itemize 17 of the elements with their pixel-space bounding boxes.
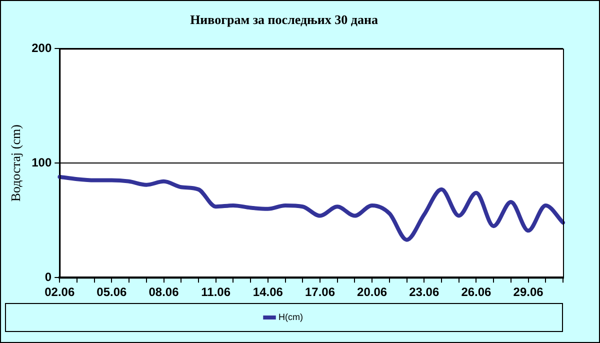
x-tick-label: 23.06 bbox=[409, 285, 440, 300]
legend-label: H(cm) bbox=[278, 312, 304, 322]
y-tick-label: 0 bbox=[44, 270, 52, 284]
line-series bbox=[58, 174, 565, 242]
x-tick-label: 20.06 bbox=[357, 285, 388, 300]
x-tick-label: 08.06 bbox=[148, 285, 180, 300]
x-tick-label: 26.06 bbox=[461, 285, 492, 300]
x-tick-label: 05.06 bbox=[96, 285, 128, 300]
chart-title: Нивограм за последњих 30 дана bbox=[190, 12, 378, 28]
x-tick-label: 14.06 bbox=[252, 285, 284, 300]
x-tick-label: 17.06 bbox=[304, 285, 336, 300]
x-tick-label: 11.06 bbox=[201, 285, 231, 300]
y-tick-label: 200 bbox=[32, 40, 52, 55]
x-tick-label: 29.06 bbox=[513, 285, 544, 300]
y-tick-label: 100 bbox=[32, 155, 52, 170]
x-tick-label: 02.06 bbox=[44, 285, 75, 300]
y-axis-title: Водостај (cm) bbox=[8, 124, 24, 202]
